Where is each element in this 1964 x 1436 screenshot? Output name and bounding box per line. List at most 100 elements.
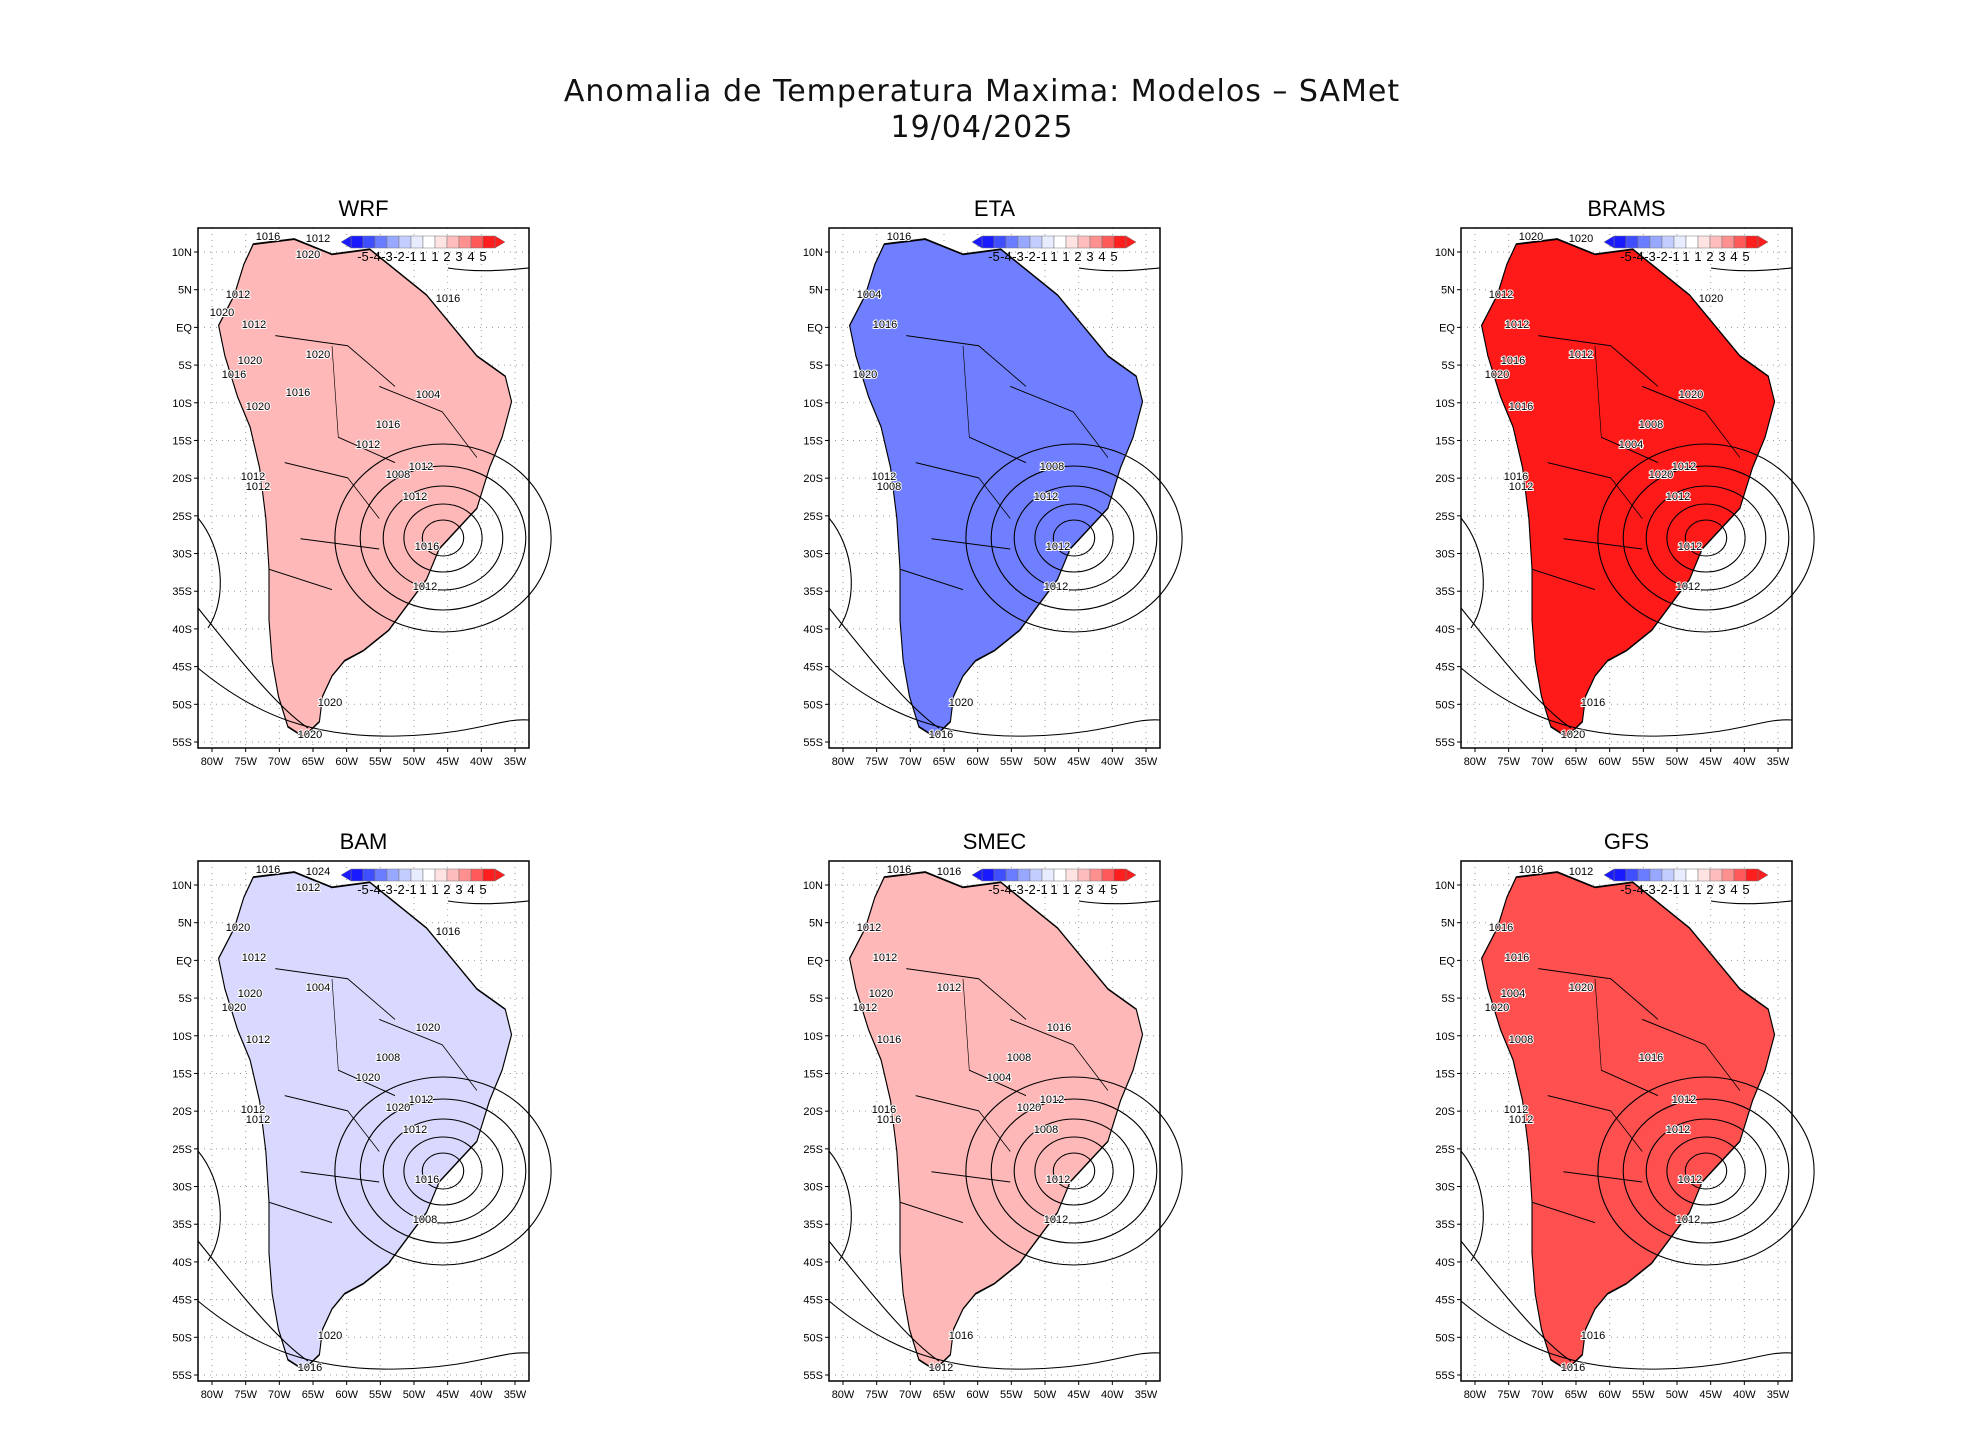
panel-title: SMEC <box>963 829 1027 854</box>
colorbar-swatch <box>374 235 388 249</box>
lat-label: 35S <box>1435 586 1455 598</box>
country-borders <box>268 968 478 1224</box>
colorbar-swatch <box>1029 868 1043 882</box>
isobar-low <box>403 503 483 573</box>
lat-label: 5N <box>178 285 192 297</box>
colorbar-swatch <box>1745 868 1759 882</box>
colorbar-swatch <box>470 235 484 249</box>
isobar-label: 1012 <box>929 1362 953 1374</box>
isobar-labels: 1012101210121012101610161012101210161016… <box>1484 863 1703 1375</box>
colorbar-arrow-right <box>494 235 506 249</box>
lat-label: 40S <box>172 624 192 636</box>
border-line <box>906 968 1027 1020</box>
isobar-label: 1016 <box>1581 1330 1605 1342</box>
border-line <box>268 568 333 591</box>
lat-label: 10N <box>1435 880 1455 892</box>
lon-label: 35W <box>1767 1389 1790 1401</box>
border-line <box>915 462 1011 519</box>
lon-axis: 80W 75W 70W 65W 60W 55W 50W 45W 40W 35W <box>832 1381 1158 1401</box>
colorbar-label: -4 <box>1632 882 1644 897</box>
colorbar-arrow-left <box>1603 868 1615 882</box>
lon-label: 75W <box>234 756 257 768</box>
isobar-label: 1008 <box>877 481 901 493</box>
isobar-label: 1016 <box>1509 401 1533 413</box>
isobar-labels: 1012101210121012101610201016101210121012… <box>1484 230 1724 742</box>
isobar-low <box>990 1098 1158 1244</box>
isobar-label: 1020 <box>386 1102 410 1114</box>
lon-label: 80W <box>832 756 855 768</box>
colorbar-arrow-left <box>971 235 983 249</box>
colorbar-swatch <box>434 235 448 249</box>
lat-label: 15S <box>1435 435 1455 447</box>
colorbar-label: 1 <box>1050 882 1057 897</box>
colorbar-swatch <box>1065 235 1079 249</box>
lon-label: 70W <box>899 756 922 768</box>
panel-eta: ETA1008101210121012102010161012100810041… <box>803 196 1183 768</box>
country-borders <box>899 968 1109 1224</box>
lat-label: 45S <box>803 662 823 674</box>
isobar-label: 1012 <box>1569 866 1593 878</box>
colorbar: -5 -4 -3 -2 -1 1 1 2 3 4 5 <box>1603 235 1769 264</box>
isobar-label: 1016 <box>877 1114 901 1126</box>
lat-label: 30S <box>1435 549 1455 561</box>
isobar-low <box>1684 519 1728 557</box>
isobar-label: 1020 <box>1569 233 1593 245</box>
lon-label: 80W <box>201 756 224 768</box>
isobar-label: 1016 <box>887 864 911 876</box>
colorbar-swatch <box>398 868 412 882</box>
colorbar-swatch <box>1709 235 1723 249</box>
border-line <box>379 1018 478 1091</box>
lon-label: 65W <box>933 1389 956 1401</box>
isobars <box>197 267 552 737</box>
lat-label: 10N <box>803 247 823 259</box>
colorbar-swatch <box>1733 868 1747 882</box>
colorbar-swatch <box>470 868 484 882</box>
colorbar-label: 4 <box>467 882 474 897</box>
colorbar-label: -5 <box>357 249 369 264</box>
lat-label: 45S <box>172 1295 192 1307</box>
lat-label: 50S <box>803 1332 823 1344</box>
lat-label: 20S <box>1435 1106 1455 1118</box>
isobar-label: 1012 <box>872 471 896 483</box>
lon-label: 65W <box>302 756 325 768</box>
lat-label: 5S <box>810 993 823 1005</box>
lat-label: 45S <box>803 1295 823 1307</box>
isobar-label: 1012 <box>1505 319 1529 331</box>
colorbar-swatch <box>482 235 496 249</box>
isobar-label: 1012 <box>296 882 320 894</box>
isobar-labels: 1012101210081016102010161012101210201012… <box>221 863 461 1375</box>
colorbar-label: -2 <box>1656 249 1668 264</box>
colorbar: -5 -4 -3 -2 -1 1 1 2 3 4 5 <box>340 868 506 897</box>
lat-label: 15S <box>172 435 192 447</box>
colorbar-swatch <box>410 868 424 882</box>
isobars <box>197 900 552 1370</box>
border-line <box>275 335 396 387</box>
colorbar-swatch <box>1637 868 1651 882</box>
isobar-label: 1016 <box>949 1330 973 1342</box>
isobar-pacific <box>1460 1150 1484 1262</box>
isobar-label: 1020 <box>318 1330 342 1342</box>
lat-label: 55S <box>1435 737 1455 749</box>
isobar-label: 1012 <box>1672 461 1696 473</box>
lon-label: 80W <box>1464 1389 1487 1401</box>
lat-label: 30S <box>803 1182 823 1194</box>
lat-label: 25S <box>1435 1144 1455 1156</box>
lon-label: 75W <box>1497 756 1520 768</box>
border-line <box>931 1171 1011 1183</box>
isobar-label: 1016 <box>415 1174 439 1186</box>
isobar-label: 1020 <box>1699 293 1723 305</box>
isobar-label: 1020 <box>1485 369 1509 381</box>
colorbar-label: 2 <box>1074 249 1081 264</box>
colorbar-label: 5 <box>1110 882 1117 897</box>
border-line <box>300 1171 380 1183</box>
isobar-label: 1012 <box>241 471 265 483</box>
lon-label: 65W <box>933 756 956 768</box>
lat-label: 5S <box>179 360 192 372</box>
lat-label: 55S <box>172 737 192 749</box>
isobar-low <box>359 1098 527 1244</box>
lon-axis: 80W 75W 70W 65W 60W 55W 50W 45W 40W 35W <box>201 1381 527 1401</box>
colorbar-label: -1 <box>1668 249 1680 264</box>
colorbar-swatch <box>1113 868 1127 882</box>
lon-label: 35W <box>1135 1389 1158 1401</box>
isobars <box>828 267 1183 737</box>
